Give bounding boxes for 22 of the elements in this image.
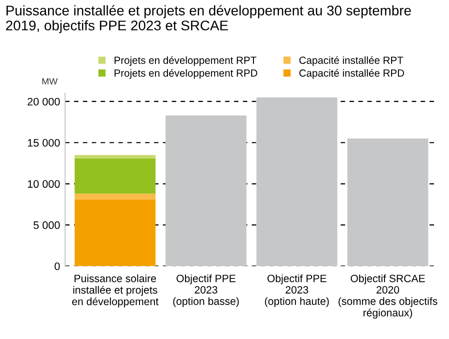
legend-label: Capacité installée RPD bbox=[299, 69, 404, 79]
bar bbox=[347, 138, 428, 266]
x-tick-label: Objectif PPE 2023 (option basse) bbox=[173, 274, 239, 308]
y-tick-label: 0 bbox=[54, 262, 60, 270]
y-tick-label: 5 000 bbox=[34, 221, 60, 229]
bar bbox=[74, 154, 156, 158]
y-axis-title: MW bbox=[42, 78, 58, 84]
bar bbox=[74, 158, 156, 194]
y-tick-label: 15 000 bbox=[28, 138, 60, 147]
bar bbox=[74, 194, 156, 200]
chart-title: Puissance installée et projets en développement au 30 septembre 2019, objectifs PPE 2023 et SRCAE bbox=[6, 5, 411, 34]
bar bbox=[166, 115, 246, 266]
y-tick-label: 20 000 bbox=[28, 98, 60, 106]
x-tick-label: Objectif SRCAE 2020 (somme des objectifs régionaux) bbox=[338, 274, 438, 319]
x-tick-label: Objectif PPE 2023 (option haute) bbox=[264, 274, 329, 308]
bar bbox=[74, 199, 156, 266]
legend-label: Projets en développement RPT bbox=[114, 56, 256, 66]
legend-label: Capacité installée RPT bbox=[299, 56, 404, 66]
x-tick-label: Puissance solaire installée et projets en développement bbox=[72, 274, 158, 308]
bar bbox=[256, 97, 338, 266]
legend-label: Projets en développement RPD bbox=[114, 69, 258, 79]
y-tick-label: 10 000 bbox=[28, 180, 60, 188]
